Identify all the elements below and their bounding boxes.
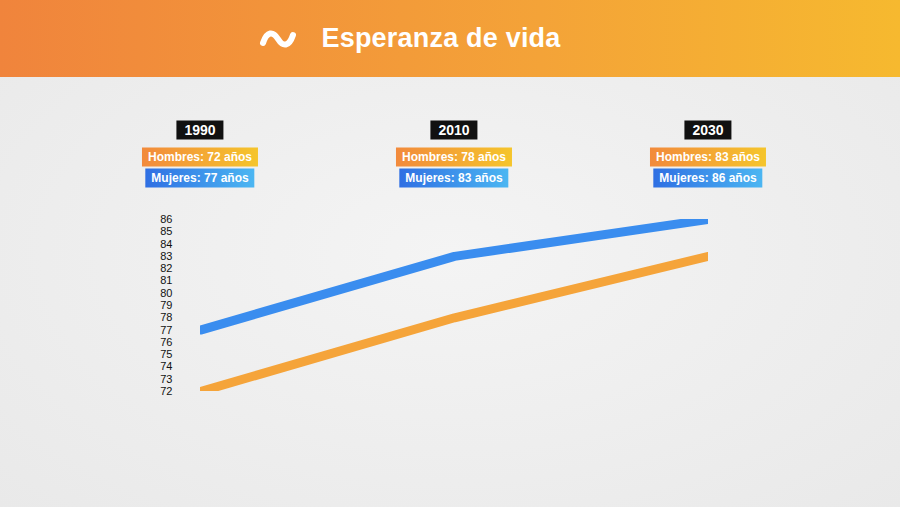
- html-text:Mujeres: 83 años: Mujeres: 83 años: [405, 170, 503, 185]
- svg-text:77: 77: [160, 324, 172, 336]
- svg-text:79: 79: [160, 299, 172, 311]
- svg-text:85: 85: [160, 225, 172, 237]
- svg-text:76: 76: [160, 336, 172, 348]
- html-text:Mujeres: 86 años: Mujeres: 86 años: [659, 170, 757, 185]
- html-text:Hombres: 72 años: Hombres: 72 años: [148, 149, 252, 164]
- svg-text:73: 73: [160, 373, 172, 385]
- svg-text:83: 83: [160, 250, 172, 262]
- svg-text:80: 80: [160, 287, 172, 299]
- svg-text:75: 75: [160, 348, 172, 360]
- svg-text:72: 72: [160, 385, 172, 397]
- html-text:2010: 2010: [438, 121, 470, 138]
- html-text:Hombres: 83 años: Hombres: 83 años: [656, 149, 760, 164]
- svg-text:82: 82: [160, 262, 172, 274]
- svg-text:81: 81: [160, 274, 172, 286]
- html-text:1990: 1990: [184, 121, 216, 138]
- html-text:Mujeres: 77 años: Mujeres: 77 años: [151, 170, 249, 185]
- svg-text:84: 84: [160, 238, 172, 250]
- svg-text:86: 86: [160, 213, 172, 225]
- svg-text:74: 74: [160, 360, 172, 372]
- html-text:Hombres: 78 años: Hombres: 78 años: [402, 149, 506, 164]
- html-text:2030: 2030: [692, 121, 724, 138]
- svg-text:78: 78: [160, 311, 172, 323]
- html-text:Esperanza de vida: Esperanza de vida: [321, 23, 561, 53]
